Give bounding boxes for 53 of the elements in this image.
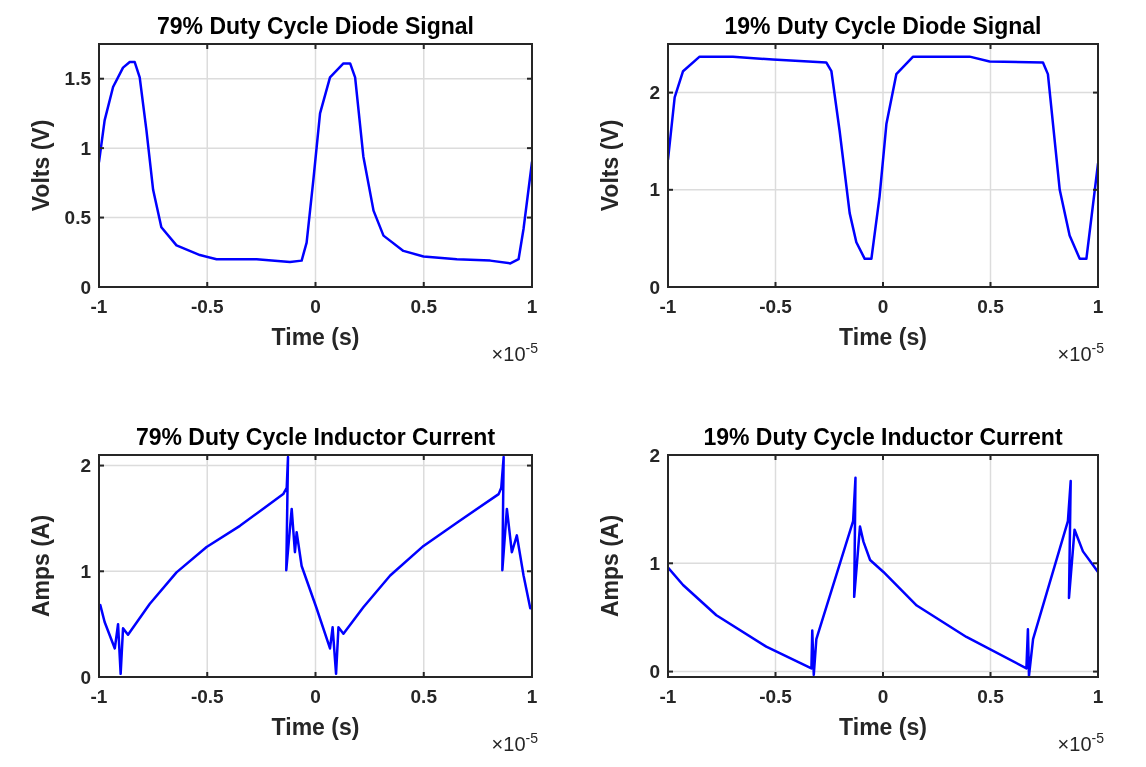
line-series <box>99 60 532 265</box>
y-tick-label: 1 <box>80 137 92 159</box>
x-tick-label: 0.5 <box>977 686 1005 707</box>
chart-title: 79% Duty Cycle Inductor Current <box>135 424 496 450</box>
x-tick-label: -0.5 <box>190 296 225 317</box>
text: ×10$^{-5}$ <box>1057 730 1105 755</box>
y-axis-title: Volts (V) <box>597 119 623 212</box>
y-tick-label: 1.5 <box>64 68 92 90</box>
x-axis-title: Time (s) <box>271 324 360 350</box>
x-tick-label: -0.5 <box>759 296 793 317</box>
x-tick-label: -1 <box>659 296 677 317</box>
x-tick-label: 1 <box>1092 686 1104 707</box>
y-tick-label: 1 <box>80 560 92 582</box>
x-tick-label: -1 <box>90 296 108 317</box>
y-tick-label: 1 <box>649 179 661 201</box>
x-axis-title: Time (s) <box>271 714 360 740</box>
y-axis-title: Amps (A) <box>597 514 623 618</box>
x-tick-label: 0 <box>310 686 321 707</box>
text: ×10$^{-5}$ <box>491 730 539 755</box>
x-axis-title: Time (s) <box>839 714 927 740</box>
x-tick-label: -1 <box>659 686 677 707</box>
x-tick-label: 1 <box>526 296 538 317</box>
x-tick-label: 0.5 <box>410 686 438 707</box>
x-tick-label: 1 <box>1092 296 1104 317</box>
chart-title: 19% Duty Cycle Diode Signal <box>724 13 1042 39</box>
y-tick-label: 0 <box>80 276 91 298</box>
y-tick-label: 0 <box>649 276 660 298</box>
x-tick-label: 0 <box>877 686 889 707</box>
y-axis-title: Volts (V) <box>28 119 54 212</box>
x-tick-label: 1 <box>526 686 538 707</box>
x-axis-title: Time (s) <box>839 324 927 350</box>
text: ×10$^{-5}$ <box>491 340 539 365</box>
y-tick-label: 0 <box>649 661 660 683</box>
x-tick-label: 0.5 <box>410 296 438 317</box>
y-axis-title: Amps (A) <box>28 514 54 618</box>
x-tick-label: 0 <box>877 296 889 317</box>
line-series <box>668 55 1098 261</box>
y-tick-label: 0.5 <box>64 207 92 229</box>
y-tick-label: 0 <box>80 666 91 688</box>
line-series <box>668 476 1098 677</box>
chart-title: 19% Duty Cycle Inductor Current <box>703 424 1063 450</box>
x-tick-label: -0.5 <box>190 686 225 707</box>
x-tick-label: 0 <box>310 296 321 317</box>
chart-title: 79% Duty Cycle Diode Signal <box>157 13 474 39</box>
y-tick-label: 2 <box>80 455 91 477</box>
x-tick-label: -1 <box>90 686 108 707</box>
y-tick-label: 1 <box>649 552 661 574</box>
line-series <box>99 455 532 676</box>
y-tick-label: 2 <box>649 82 660 104</box>
text: ×10$^{-5}$ <box>1057 340 1105 365</box>
x-tick-label: -0.5 <box>759 686 793 707</box>
x-tick-label: 0.5 <box>977 296 1005 317</box>
y-tick-label: 2 <box>649 444 660 466</box>
